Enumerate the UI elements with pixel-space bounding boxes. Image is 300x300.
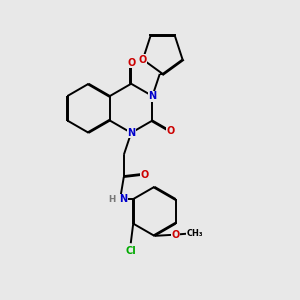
Text: N: N <box>148 91 157 101</box>
Text: O: O <box>171 230 179 240</box>
Text: H: H <box>109 195 116 204</box>
Text: O: O <box>140 169 149 179</box>
Text: N: N <box>127 128 135 138</box>
Text: O: O <box>166 126 175 136</box>
Text: O: O <box>139 55 147 64</box>
Text: Cl: Cl <box>125 246 136 256</box>
Text: CH₃: CH₃ <box>187 229 203 238</box>
Text: N: N <box>119 194 127 204</box>
Text: O: O <box>127 58 135 68</box>
